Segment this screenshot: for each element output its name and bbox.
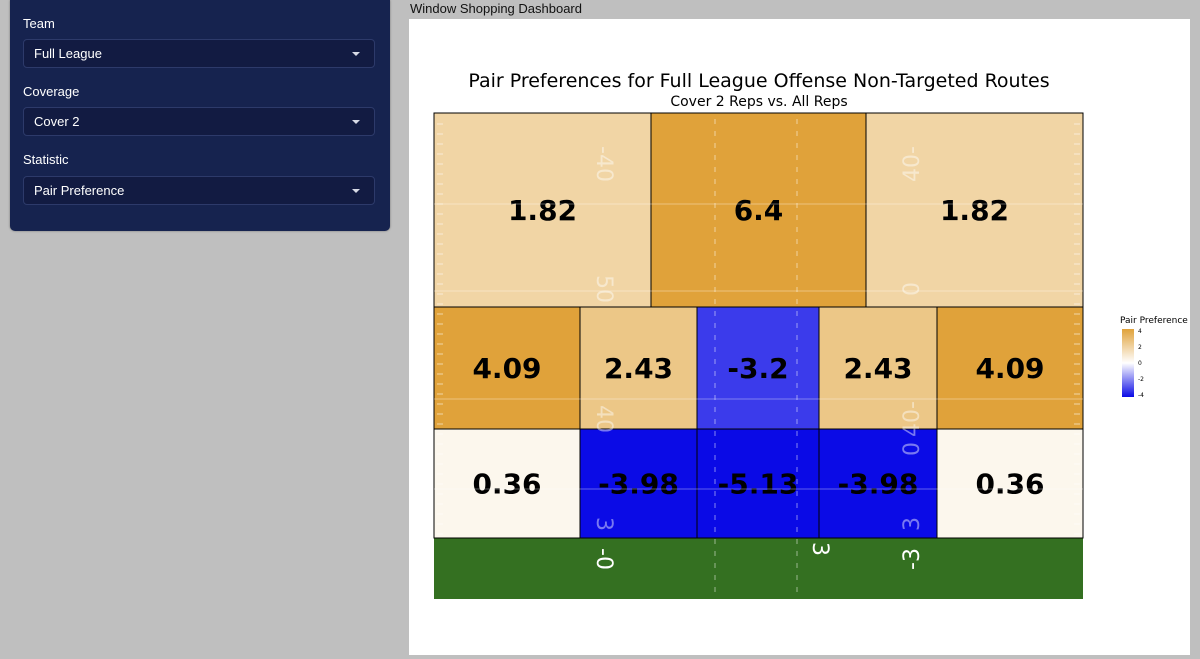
yard-number: 3 [807, 542, 832, 556]
cell-value-label: 4.09 [472, 352, 541, 385]
heatmap-cell [936, 428, 1084, 539]
statistic-select-value: Pair Preference [34, 183, 125, 198]
heatmap-cell [433, 428, 581, 539]
chevron-down-icon [352, 52, 360, 56]
yard-number: -3 [900, 548, 925, 570]
sidebar-controls: Team Full League Coverage Cover 2 Statis… [10, 0, 390, 231]
team-label: Team [23, 16, 55, 31]
cell-value-label: 1.82 [508, 194, 577, 227]
yard-number: -40 [591, 146, 616, 182]
cell-value-label: 1.82 [940, 194, 1009, 227]
team-select-value: Full League [34, 46, 102, 61]
coverage-select-value: Cover 2 [34, 114, 80, 129]
coverage-label: Coverage [23, 84, 80, 99]
cell-value-label: 4.09 [975, 352, 1044, 385]
cell-value-label: -3.98 [838, 468, 919, 501]
cell-value-label: 6.4 [734, 194, 784, 227]
cell-value-label: -3.2 [727, 352, 788, 385]
yard-number: 0 [900, 282, 925, 296]
legend-tick-label: -2 [1138, 376, 1144, 383]
chart-subtitle: Cover 2 Reps vs. All Reps [670, 94, 847, 110]
cell-value-label: 2.43 [843, 352, 912, 385]
cell-value-label: 0.36 [975, 468, 1044, 501]
legend-tick-label: -4 [1138, 392, 1144, 399]
yard-number: 40- [900, 146, 925, 182]
legend-tick-label: 2 [1138, 344, 1142, 351]
yard-number: -0 [591, 548, 616, 570]
chart-legend: Pair Preference 4 2 0 -2 -4 [1120, 316, 1188, 399]
heatmap-cell [650, 112, 867, 308]
chevron-down-icon [352, 189, 360, 193]
yard-number: 3 [900, 517, 925, 531]
cell-value-label: -5.13 [718, 468, 799, 501]
field-grass [434, 538, 1083, 599]
cell-value-label: -3.98 [598, 468, 679, 501]
heatmap-cell [865, 112, 1084, 308]
chart-title: Pair Preferences for Full League Offense… [468, 70, 1049, 92]
heatmap-cell [936, 306, 1084, 430]
heatmap-cell [818, 428, 938, 539]
statistic-select[interactable]: Pair Preference [23, 176, 375, 205]
legend-title: Pair Preference [1120, 316, 1188, 326]
legend-colorbar [1122, 329, 1134, 397]
statistic-label: Statistic [23, 152, 69, 167]
cell-value-label: 2.43 [604, 352, 673, 385]
heatmap-cell [433, 306, 581, 430]
yard-number: 40- [900, 401, 925, 437]
chart-panel: Pair Preferences for Full League Offense… [409, 19, 1190, 655]
coverage-select[interactable]: Cover 2 [23, 107, 375, 136]
legend-tick-label: 4 [1138, 328, 1142, 335]
legend-tick-label: 0 [1138, 360, 1142, 367]
heatmap-cell [696, 306, 820, 430]
cell-value-label: 0.36 [472, 468, 541, 501]
heatmap-cell [433, 112, 652, 308]
yard-number: 0 [900, 442, 925, 456]
heatmap-chart: Pair Preferences for Full League Offense… [433, 70, 1188, 599]
yard-number: 50 [591, 275, 616, 303]
chevron-down-icon [352, 120, 360, 124]
yard-number: 40 [591, 405, 616, 433]
panel-title: Window Shopping Dashboard [410, 1, 582, 16]
heatmap-cell [579, 428, 698, 539]
yard-number: 3 [591, 517, 616, 531]
heatmap-cell [579, 306, 698, 430]
team-select[interactable]: Full League [23, 39, 375, 68]
